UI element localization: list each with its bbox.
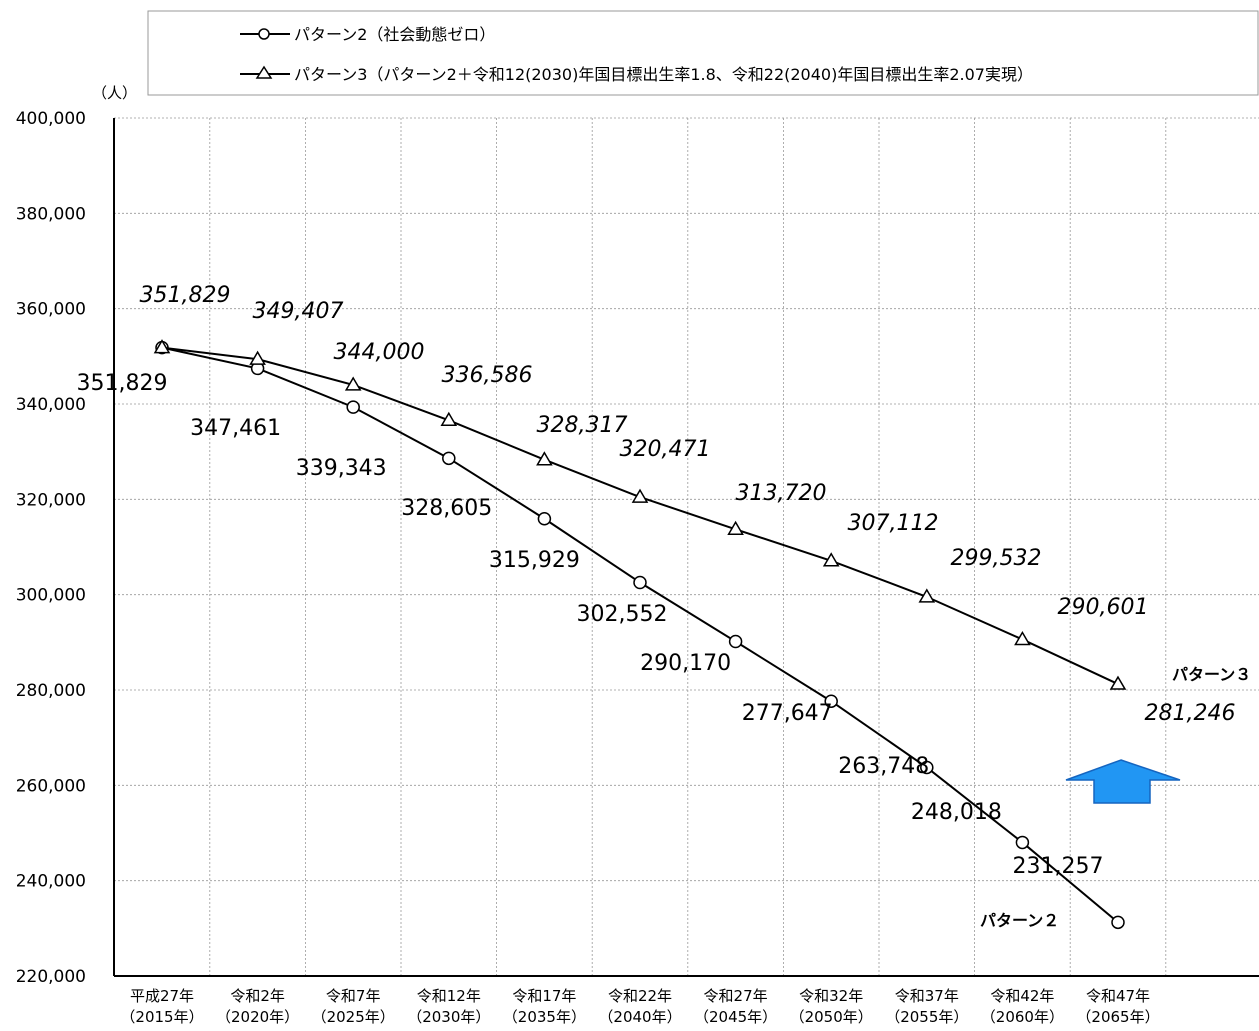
marker-triangle bbox=[918, 588, 936, 603]
y-tick-label: 320,000 bbox=[16, 490, 86, 510]
data-label-pattern2: 277,647 bbox=[742, 701, 833, 726]
x-tick-label: 令和37年 bbox=[895, 987, 959, 1005]
data-label-pattern2: 347,461 bbox=[190, 416, 281, 441]
marker-circle bbox=[537, 511, 552, 526]
y-tick-label: 380,000 bbox=[16, 204, 86, 224]
x-tick-sublabel: （2045年） bbox=[694, 1008, 777, 1026]
arrow-layer bbox=[1065, 759, 1181, 804]
marker-circle bbox=[633, 575, 647, 590]
marker-triangle bbox=[727, 520, 744, 536]
x-tick-label: 令和32年 bbox=[799, 987, 863, 1005]
x-tick-sublabel: （2025年） bbox=[312, 1008, 395, 1026]
marker-circle bbox=[1015, 835, 1030, 850]
marker-circle bbox=[920, 760, 934, 775]
data-label-pattern3: 328,317 bbox=[537, 413, 628, 438]
x-tick-sublabel: （2030年） bbox=[407, 1008, 490, 1026]
data-label-pattern2: 339,343 bbox=[296, 456, 387, 481]
data-label-pattern3: 313,720 bbox=[736, 481, 827, 506]
x-tick-label: 令和47年 bbox=[1086, 987, 1150, 1005]
data-label-pattern2: 302,552 bbox=[577, 602, 668, 627]
data-label-pattern3: 281,246 bbox=[1145, 701, 1236, 726]
x-tick-label: 令和42年 bbox=[990, 987, 1054, 1005]
data-label-pattern3: 299,532 bbox=[951, 546, 1042, 571]
y-tick-label: 360,000 bbox=[16, 300, 86, 320]
marker-triangle bbox=[822, 552, 840, 567]
series-end-label-pattern2: パターン２ bbox=[980, 911, 1059, 930]
legend: パターン2（社会動態ゼロ） パターン3（パターン2＋令和12(2030)年国目標出… bbox=[147, 10, 1259, 96]
data-label-pattern3: 349,407 bbox=[253, 299, 344, 324]
data-label-pattern3: 320,471 bbox=[620, 437, 711, 462]
data-label-pattern3: 307,112 bbox=[848, 511, 939, 536]
marker-circle bbox=[728, 634, 743, 649]
x-tick-sublabel: （2020年） bbox=[216, 1008, 299, 1026]
x-tick-label: 令和22年 bbox=[608, 987, 672, 1005]
marker-triangle bbox=[440, 411, 458, 427]
marker-triangle bbox=[153, 339, 171, 354]
series-layer bbox=[153, 339, 1127, 930]
x-tick-sublabel: （2015年） bbox=[120, 1008, 203, 1026]
data-label-pattern3: 290,601 bbox=[1058, 595, 1149, 620]
marker-triangle bbox=[344, 376, 362, 391]
legend-label-pattern2: パターン2（社会動態ゼロ） bbox=[294, 25, 495, 44]
x-tick-sublabel: （2060年） bbox=[981, 1008, 1064, 1026]
data-label-pattern3: 336,586 bbox=[442, 363, 533, 388]
x-tick-label: 平成27年 bbox=[130, 987, 194, 1005]
marker-triangle bbox=[1109, 675, 1127, 690]
legend-label-pattern3: パターン3（パターン2＋令和12(2030)年国目標出生率1.8、令和22(20… bbox=[294, 65, 1033, 84]
data-label-pattern2: 351,829 bbox=[77, 371, 168, 396]
data-label-pattern2: 231,257 bbox=[1013, 854, 1104, 879]
data-label-pattern2: 328,605 bbox=[401, 496, 492, 521]
legend-box bbox=[147, 10, 1259, 96]
x-tick-label: 令和12年 bbox=[417, 987, 481, 1005]
data-label-pattern2: 248,018 bbox=[911, 800, 1002, 825]
marker-triangle bbox=[631, 488, 649, 503]
marker-triangle bbox=[249, 350, 266, 365]
x-tick-label: 令和2年 bbox=[230, 987, 285, 1005]
x-tick-sublabel: （2040年） bbox=[598, 1008, 681, 1026]
data-label-pattern2: 315,929 bbox=[489, 548, 580, 573]
label-layer: 351,829 347,461 339,343 328,605 315,929 302,5… bbox=[77, 283, 1252, 930]
y-tick-label: 400,000 bbox=[16, 109, 86, 129]
marker-triangle bbox=[536, 451, 553, 466]
axis-layer: 220,000 240,000 260,000 280,000 300,000 320,0… bbox=[16, 84, 1259, 1026]
legend-marker-circle bbox=[258, 28, 270, 40]
data-label-pattern2: 263,748 bbox=[838, 754, 929, 779]
y-tick-label: 240,000 bbox=[16, 872, 86, 892]
y-tick-label: 280,000 bbox=[16, 681, 86, 701]
x-tick-label: 令和7年 bbox=[326, 987, 381, 1005]
x-tick-sublabel: （2035年） bbox=[503, 1008, 586, 1026]
x-tick-sublabel: （2065年） bbox=[1076, 1008, 1159, 1026]
data-label-pattern3: 344,000 bbox=[334, 340, 425, 365]
series-end-label-pattern3: パターン３ bbox=[1172, 665, 1251, 684]
marker-circle bbox=[824, 694, 838, 708]
data-label-pattern3: 351,829 bbox=[140, 283, 231, 308]
y-unit-label: （人） bbox=[92, 84, 137, 102]
y-tick-label: 340,000 bbox=[16, 395, 86, 415]
legend-marker-triangle bbox=[255, 65, 273, 79]
y-tick-label: 260,000 bbox=[16, 776, 86, 796]
data-label-pattern2: 290,170 bbox=[640, 651, 731, 676]
up-arrow-icon bbox=[1065, 759, 1181, 804]
x-tick-sublabel: （2055年） bbox=[885, 1008, 968, 1026]
y-tick-label: 220,000 bbox=[16, 967, 86, 987]
marker-circle bbox=[346, 400, 360, 414]
x-tick-label: 令和17年 bbox=[512, 987, 576, 1005]
x-tick-sublabel: （2050年） bbox=[790, 1008, 873, 1026]
y-tick-label: 300,000 bbox=[16, 586, 86, 606]
marker-circle bbox=[1111, 915, 1125, 930]
x-tick-label: 令和27年 bbox=[704, 987, 768, 1005]
marker-triangle bbox=[1014, 630, 1031, 646]
grid-layer bbox=[114, 117, 1259, 976]
marker-circle bbox=[442, 451, 456, 466]
